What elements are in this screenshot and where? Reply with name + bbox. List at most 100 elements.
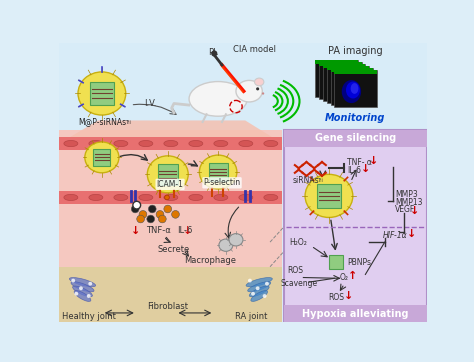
Circle shape [156,211,164,218]
Ellipse shape [164,194,178,201]
Circle shape [211,50,218,56]
Circle shape [139,211,147,218]
Text: TNF-α: TNF-α [146,226,171,235]
Ellipse shape [164,140,178,147]
Text: CIA model: CIA model [233,45,276,54]
Ellipse shape [249,286,269,297]
Text: Healthy joint: Healthy joint [62,312,116,321]
Ellipse shape [64,140,78,147]
Text: Fibroblast: Fibroblast [147,302,188,311]
Text: Macrophage: Macrophage [184,256,237,265]
FancyBboxPatch shape [317,184,341,208]
Ellipse shape [78,72,126,115]
Text: ↓: ↓ [130,226,140,236]
FancyBboxPatch shape [209,163,228,181]
FancyBboxPatch shape [90,82,114,105]
Circle shape [148,205,156,213]
Bar [323,64,365,101]
Ellipse shape [200,155,237,189]
Text: IL-6: IL-6 [177,226,192,235]
Circle shape [147,215,155,223]
Text: ↓: ↓ [406,230,416,239]
Text: RA joint: RA joint [235,312,268,321]
Bar [284,130,427,322]
Text: H₂O₂: H₂O₂ [289,237,307,247]
Circle shape [263,294,266,298]
Bar [329,255,343,269]
Text: PL: PL [208,48,218,57]
Ellipse shape [64,194,78,201]
Ellipse shape [334,75,351,97]
Bar [323,64,365,68]
Circle shape [158,215,166,223]
Text: PA imaging: PA imaging [328,46,383,56]
Bar [330,68,373,72]
Text: VEGF: VEGF [395,205,415,214]
Bar [315,60,357,64]
Bar [319,62,362,99]
Ellipse shape [342,80,361,103]
FancyBboxPatch shape [157,164,178,185]
Bar [334,70,377,74]
Ellipse shape [264,194,278,201]
Circle shape [172,211,179,218]
Text: MMP3: MMP3 [395,190,418,199]
Bar [59,130,283,322]
Circle shape [131,205,139,213]
Text: ↑: ↑ [347,271,357,281]
Text: Hypoxia alleviating: Hypoxia alleviating [302,309,409,319]
Text: ICAM-1: ICAM-1 [156,180,183,189]
Ellipse shape [337,77,355,98]
Ellipse shape [89,194,103,201]
Text: IL-6: IL-6 [347,166,361,175]
Text: Tri: Tri [125,120,131,125]
Circle shape [251,292,255,296]
Ellipse shape [239,194,253,201]
Text: ↓: ↓ [344,291,353,301]
Text: I.V.: I.V. [145,99,157,108]
Ellipse shape [229,233,243,246]
Ellipse shape [114,194,128,201]
Text: ↓: ↓ [183,226,192,236]
Circle shape [248,279,252,282]
Bar [330,68,373,105]
Ellipse shape [255,78,264,86]
Text: Scavenge: Scavenge [281,279,318,288]
Text: Monitoring: Monitoring [325,113,385,123]
Circle shape [137,215,145,223]
Ellipse shape [214,140,228,147]
Ellipse shape [69,278,96,287]
Ellipse shape [248,282,271,292]
Circle shape [262,92,264,94]
Ellipse shape [341,79,358,100]
Circle shape [88,282,92,286]
Text: Secrete: Secrete [158,245,190,254]
Circle shape [79,286,83,290]
Bar [284,305,427,322]
Bar [59,43,427,144]
Ellipse shape [214,194,228,201]
Ellipse shape [346,81,360,98]
Circle shape [265,282,269,286]
Text: P-selectin: P-selectin [203,178,241,187]
Bar [327,66,369,103]
Bar [315,60,357,97]
Ellipse shape [89,140,103,147]
Ellipse shape [85,142,119,173]
Ellipse shape [139,140,153,147]
Bar [59,190,283,205]
Text: ↓: ↓ [361,164,370,174]
Circle shape [133,201,141,209]
Text: Gene silencing: Gene silencing [315,133,396,143]
Polygon shape [59,121,283,144]
Text: HIF-1α: HIF-1α [383,231,408,240]
Ellipse shape [147,156,188,193]
Circle shape [164,205,172,213]
Ellipse shape [114,140,128,147]
Text: TNF- α: TNF- α [347,158,372,167]
Ellipse shape [264,140,278,147]
Bar [59,136,283,151]
Text: MMP13: MMP13 [395,198,422,207]
Text: O₂: O₂ [340,273,349,282]
Bar [59,267,283,322]
